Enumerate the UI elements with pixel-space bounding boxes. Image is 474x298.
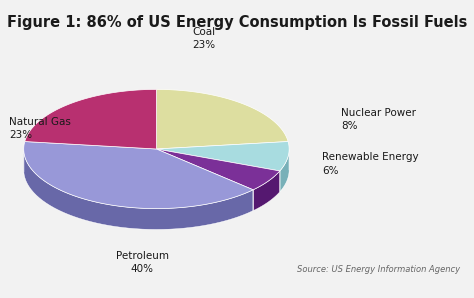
Text: Nuclear Power
8%: Nuclear Power 8% (341, 108, 416, 131)
Polygon shape (280, 150, 289, 192)
Polygon shape (156, 89, 288, 149)
Polygon shape (253, 171, 280, 211)
Polygon shape (24, 151, 253, 229)
Text: Source: US Energy Information Agency: Source: US Energy Information Agency (297, 265, 460, 274)
Polygon shape (25, 89, 156, 149)
Polygon shape (156, 149, 280, 190)
Text: Figure 1: 86% of US Energy Consumption Is Fossil Fuels: Figure 1: 86% of US Energy Consumption I… (7, 15, 467, 30)
Polygon shape (24, 142, 253, 209)
Text: Petroleum
40%: Petroleum 40% (116, 251, 169, 274)
Text: Natural Gas
23%: Natural Gas 23% (9, 117, 72, 140)
Polygon shape (156, 142, 289, 171)
Text: Renewable Energy
6%: Renewable Energy 6% (322, 152, 419, 176)
Text: Coal
23%: Coal 23% (192, 27, 215, 50)
